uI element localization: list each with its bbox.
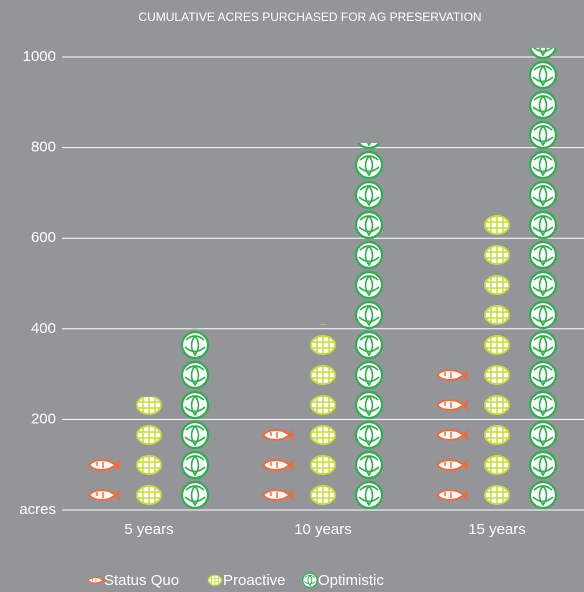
y-tick-label: 400 — [31, 320, 56, 337]
legend-icon — [207, 574, 223, 586]
cabbage-leaves — [304, 574, 316, 587]
legend-label: Proactive — [223, 572, 286, 589]
pictograph-bar — [525, 47, 561, 510]
pictograph-bar — [177, 328, 213, 510]
legend-label: Optimistic — [318, 572, 384, 589]
pictograph-bar — [259, 419, 295, 510]
x-tick-label: 5 years — [124, 521, 173, 538]
pictograph-bar — [351, 143, 387, 510]
y-tick-label: 800 — [31, 139, 56, 156]
corn-grid — [208, 575, 221, 586]
chart-title: CUMULATIVE ACRES PURCHASED FOR AG PRESER… — [138, 10, 481, 24]
x-tick-label: 15 years — [468, 521, 526, 538]
pictograph-bar — [131, 396, 167, 510]
y-tick-label: 1000 — [23, 48, 56, 65]
legend-icon — [87, 577, 106, 584]
carrot-leaves — [102, 577, 106, 584]
x-tick-label: 10 years — [294, 521, 352, 538]
legend-label: Status Quo — [104, 572, 179, 589]
pictograph-bar — [433, 360, 469, 510]
carrot-lines — [92, 578, 97, 582]
pictograph-bar — [85, 451, 121, 510]
pictograph-bar — [479, 211, 515, 510]
y-tick-label: acres — [19, 501, 56, 518]
pictograph-bar — [305, 324, 341, 510]
y-tick-label: 200 — [31, 410, 56, 427]
legend-icon — [302, 572, 318, 589]
y-tick-label: 600 — [31, 229, 56, 246]
